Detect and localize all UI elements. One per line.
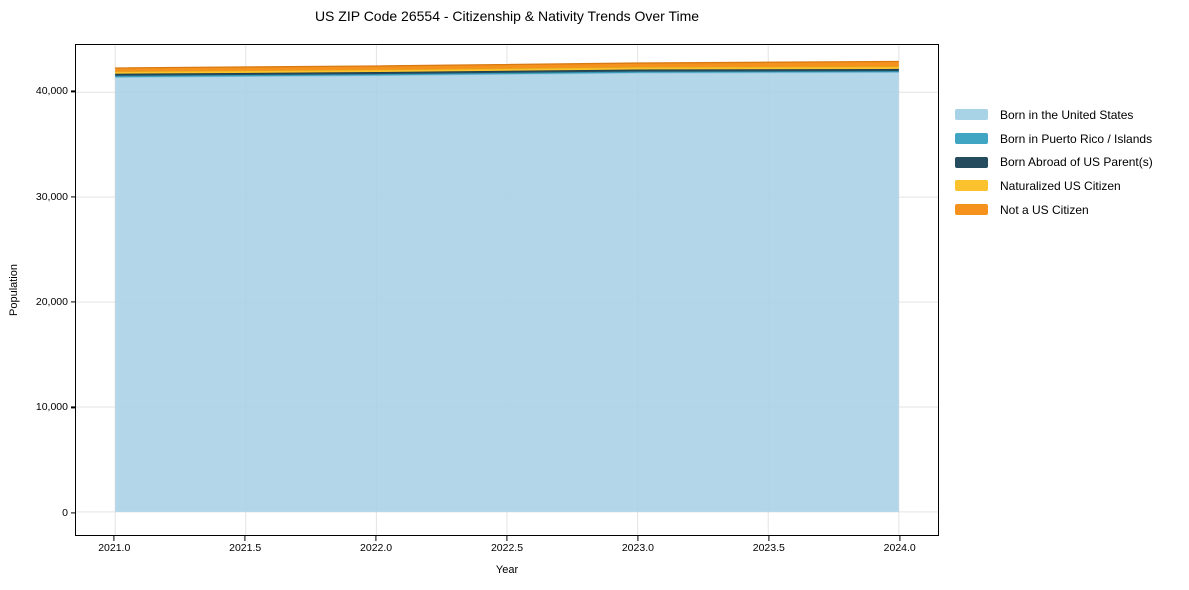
legend-swatch: [955, 109, 988, 121]
legend-item-born-in-the-united-states: Born in the United States: [955, 103, 1153, 127]
legend-label: Born Abroad of US Parent(s): [1000, 155, 1153, 170]
area-born-in-puerto-rico-islands: [115, 71, 899, 78]
x-axis-tick-label: 2024.0: [883, 542, 916, 554]
area-edge-born-abroad-of-us-parent-s: [115, 68, 899, 75]
area-naturalized-us-citizen: [115, 66, 899, 74]
legend-label: Not a US Citizen: [1000, 202, 1089, 217]
x-axis-tick-label: 2023.0: [621, 542, 654, 554]
y-axis-tick-mark: [70, 406, 75, 409]
x-axis-tick-mark: [244, 536, 246, 541]
legend-item-not-a-us-citizen: Not a US Citizen: [955, 198, 1153, 222]
plot-area: [75, 44, 939, 536]
legend-swatch: [955, 204, 988, 216]
y-axis-label: Population: [8, 264, 20, 316]
legend-item-born-in-puerto-rico-islands: Born in Puerto Rico / Islands: [955, 127, 1153, 151]
x-axis-tick-mark: [375, 536, 377, 541]
area-edge-not-a-us-citizen: [115, 60, 899, 69]
x-axis-tick-label: 2021.5: [229, 542, 262, 554]
legend-swatch: [955, 156, 988, 168]
area-born-in-the-united-states: [115, 72, 899, 512]
x-axis-label: Year: [495, 564, 519, 576]
x-axis-tick-mark: [899, 536, 901, 541]
y-axis-tick-label: 30,000: [35, 190, 68, 203]
area-not-a-us-citizen: [115, 61, 899, 72]
legend: Born in the United States Born in Puerto …: [955, 103, 1153, 221]
x-axis-tick-mark: [113, 536, 115, 541]
area-edge-born-in-the-united-states: [115, 71, 899, 78]
y-axis-tick-label: 40,000: [35, 85, 68, 98]
legend-label: Born in Puerto Rico / Islands: [1000, 131, 1153, 146]
y-axis-tick-mark: [70, 512, 75, 514]
legend-label: Born in the United States: [1000, 107, 1134, 122]
y-axis-tick-mark: [70, 90, 75, 92]
y-axis-tick-mark: [70, 196, 75, 198]
x-axis-tick-label: 2022.0: [360, 542, 393, 554]
y-axis-tick-label: 0: [62, 506, 68, 519]
legend-item-naturalized-us-citizen: Naturalized US Citizen: [955, 174, 1153, 198]
x-axis-tick-mark: [637, 536, 639, 541]
y-axis-tick-label: 20,000: [35, 296, 68, 309]
x-axis-tick-label: 2022.5: [490, 542, 524, 554]
x-axis-tick-label: 2021.0: [98, 542, 131, 554]
stacked-area-plot: [76, 45, 938, 535]
y-axis-tick-mark: [70, 301, 75, 303]
chart-title: US ZIP Code 26554 - Citizenship & Nativi…: [314, 8, 700, 24]
x-axis-tick-mark: [768, 536, 770, 541]
legend-item-born-abroad-of-us-parent-s: Born Abroad of US Parent(s): [955, 150, 1153, 174]
y-axis-tick-label: 10,000: [35, 401, 68, 414]
legend-swatch: [955, 180, 988, 192]
area-born-abroad-of-us-parent-s: [115, 68, 899, 76]
legend-swatch: [955, 133, 988, 145]
legend-label: Naturalized US Citizen: [1000, 178, 1121, 193]
x-axis-tick-label: 2023.5: [752, 542, 785, 554]
x-axis-tick-mark: [506, 536, 508, 541]
